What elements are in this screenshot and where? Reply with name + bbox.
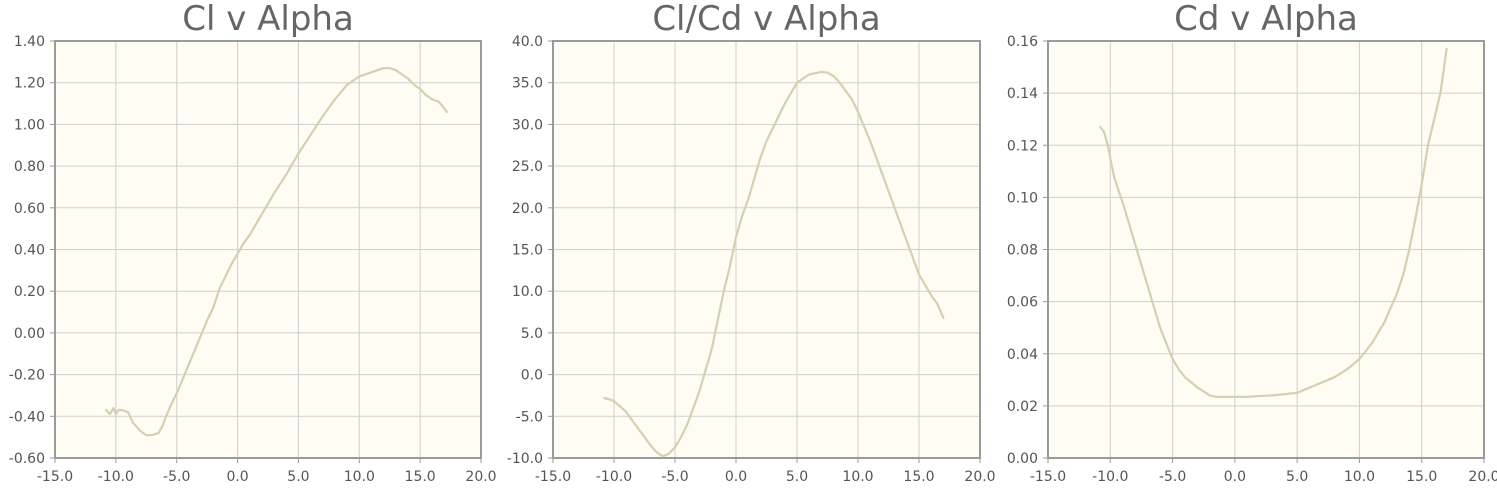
x-tick-label: 20.0 bbox=[465, 469, 496, 485]
x-tick-label: 5.0 bbox=[1286, 469, 1308, 485]
y-tick-label: 1.20 bbox=[14, 76, 45, 92]
x-tick-label: 15.0 bbox=[405, 469, 436, 485]
y-tick-label: -0.40 bbox=[9, 409, 45, 425]
series-line-cl bbox=[104, 66, 448, 437]
y-tick-label: 0.04 bbox=[1007, 347, 1038, 363]
y-tick-label: 0.08 bbox=[1007, 243, 1038, 259]
y-tick-label: -5.0 bbox=[516, 409, 543, 425]
x-tick-label: -15.0 bbox=[535, 469, 571, 485]
x-tick-label: -15.0 bbox=[1030, 469, 1066, 485]
series-line-cd bbox=[1099, 47, 1448, 398]
x-tick-label: 5.0 bbox=[786, 469, 808, 485]
y-tick-label: 10.0 bbox=[512, 284, 543, 300]
x-tick-label: 5.0 bbox=[287, 469, 309, 485]
y-tick-label: 1.00 bbox=[14, 117, 45, 133]
y-tick-label: 0.10 bbox=[1007, 190, 1038, 206]
y-tick-label: 30.0 bbox=[512, 117, 543, 133]
series-line-clcd bbox=[603, 70, 945, 458]
x-tick-label: 20.0 bbox=[1468, 469, 1497, 485]
y-tick-label: 15.0 bbox=[512, 243, 543, 259]
y-tick-label: 0.60 bbox=[14, 201, 45, 217]
y-tick-label: 25.0 bbox=[512, 159, 543, 175]
chart-cl: -15.0 -10.0 -5.0 0.0 5.0 10.0 15.0 20.0 -0.60 -0.… bbox=[9, 0, 497, 485]
chart-title-clcd: Cl/Cd v Alpha bbox=[652, 0, 880, 39]
chart-clcd: -15.0 -10.0 -5.0 0.0 5.0 10.0 15.0 20.0 -10.0 -5.… bbox=[507, 0, 996, 485]
x-tick-label: 0.0 bbox=[725, 469, 747, 485]
y-tick-label: -10.0 bbox=[507, 451, 543, 467]
y-tick-label: 35.0 bbox=[512, 76, 543, 92]
y-tick-label: 0.40 bbox=[14, 243, 45, 259]
x-tick-label: 10.0 bbox=[842, 469, 873, 485]
y-tick-label: 1.40 bbox=[14, 34, 45, 50]
x-tick-label: 20.0 bbox=[964, 469, 995, 485]
x-tick-label: -15.0 bbox=[37, 469, 73, 485]
x-tick-label: -10.0 bbox=[98, 469, 134, 485]
chart-title-cl: Cl v Alpha bbox=[182, 0, 354, 39]
chart-cd: -15.0 -10.0 -5.0 0.0 5.0 10.0 15.0 20.0 0.00 0.02… bbox=[1007, 0, 1497, 485]
chart-title-cd: Cd v Alpha bbox=[1174, 0, 1358, 39]
plot-frame-clcd bbox=[552, 40, 981, 459]
y-tick-label: 0.14 bbox=[1007, 86, 1038, 102]
y-tick-label: 0.0 bbox=[521, 368, 543, 384]
x-tick-label: 15.0 bbox=[903, 469, 934, 485]
x-tick-label: -5.0 bbox=[1159, 469, 1186, 485]
y-tick-label: 0.02 bbox=[1007, 399, 1038, 415]
plot-frame-cd bbox=[1047, 40, 1485, 459]
y-tick-label: 5.0 bbox=[521, 326, 543, 342]
y-tick-label: 0.00 bbox=[14, 326, 45, 342]
y-tick-label: -0.20 bbox=[9, 368, 45, 384]
x-tick-label: 15.0 bbox=[1406, 469, 1437, 485]
x-tick-label: 10.0 bbox=[344, 469, 375, 485]
x-tick-label: 0.0 bbox=[226, 469, 248, 485]
y-tick-label: 20.0 bbox=[512, 201, 543, 217]
plot-frame-cl bbox=[54, 40, 482, 459]
y-tick-label: 0.12 bbox=[1007, 138, 1038, 154]
x-tick-label: -5.0 bbox=[661, 469, 688, 485]
y-tick-label: 0.06 bbox=[1007, 295, 1038, 311]
y-tick-label: 0.80 bbox=[14, 159, 45, 175]
y-tick-label: 0.00 bbox=[1007, 451, 1038, 467]
y-tick-label: 0.16 bbox=[1007, 34, 1038, 50]
y-tick-label: -0.60 bbox=[9, 451, 45, 467]
x-tick-label: -10.0 bbox=[1092, 469, 1128, 485]
x-tick-label: 10.0 bbox=[1344, 469, 1375, 485]
x-tick-label: -10.0 bbox=[596, 469, 632, 485]
y-tick-label: 40.0 bbox=[512, 34, 543, 50]
x-tick-label: 0.0 bbox=[1224, 469, 1246, 485]
y-tick-label: 0.20 bbox=[14, 284, 45, 300]
x-tick-label: -5.0 bbox=[163, 469, 190, 485]
